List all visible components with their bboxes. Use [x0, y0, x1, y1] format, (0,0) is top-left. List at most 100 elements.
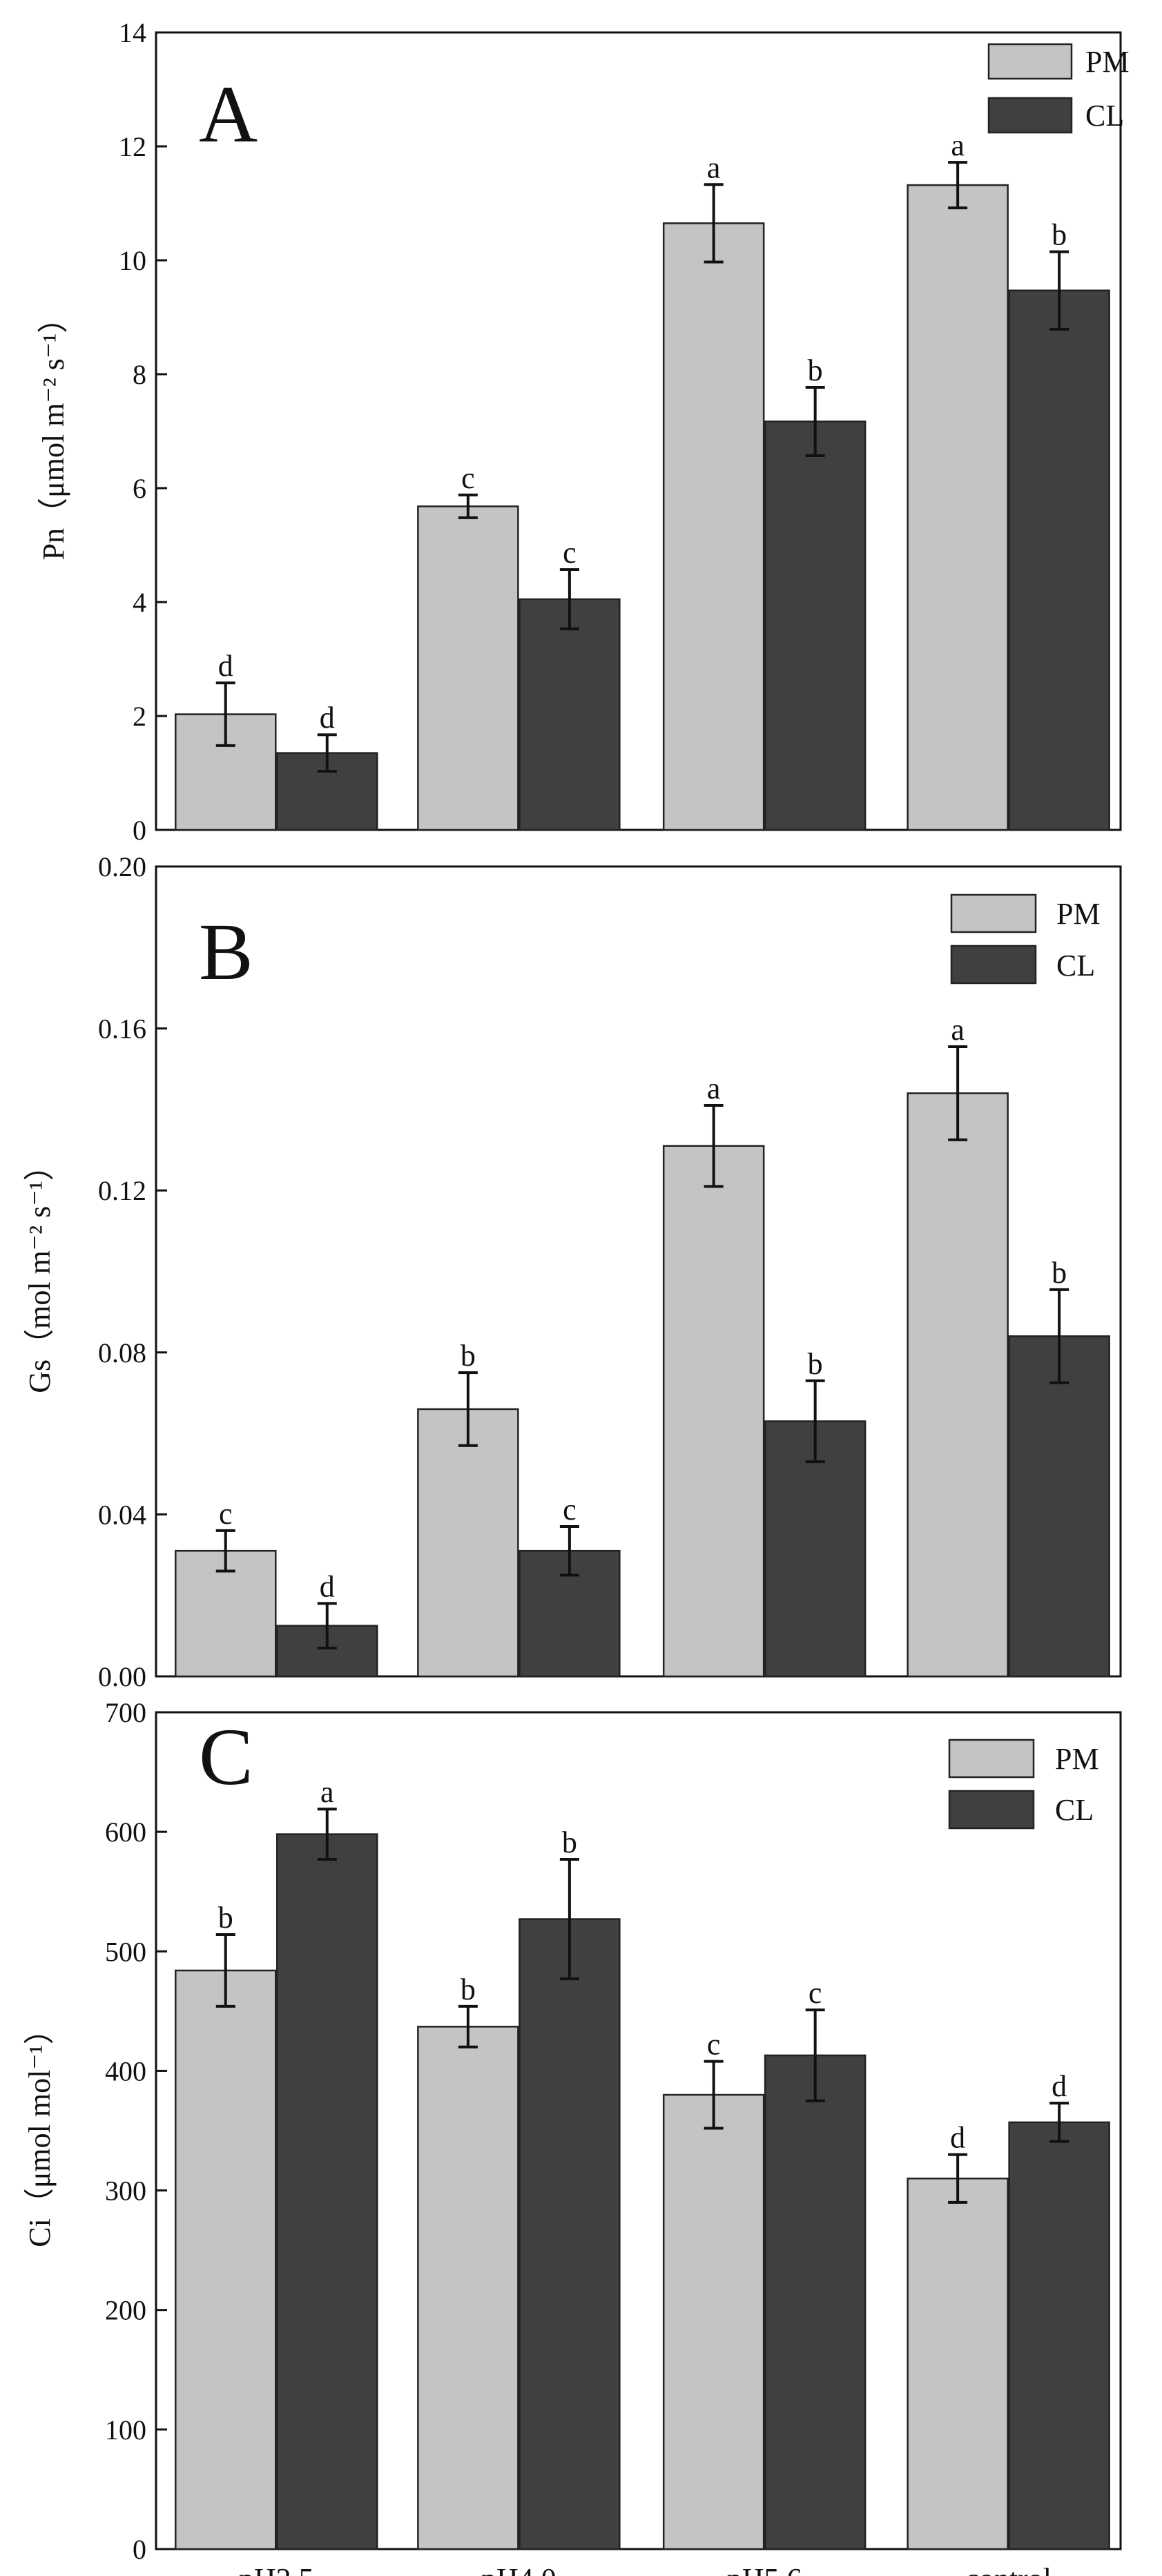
legend-swatch-pm-c — [948, 1739, 1035, 1779]
bar-cl-ph25 — [276, 1833, 378, 2550]
y-axis-ticks-c: 0 100 200 300 400 500 600 700 — [105, 1697, 1010, 2565]
legend-swatch-cl-a — [987, 97, 1073, 134]
legend-swatch-cl-c — [948, 1790, 1035, 1830]
y-tick-label: 8 — [133, 359, 146, 390]
y-tick-label: 0 — [133, 815, 146, 846]
significance-letter: c — [808, 1976, 822, 2010]
y-axis-title-b: Gs（mol m⁻² s⁻¹） — [23, 1150, 57, 1393]
y-tick-label: 300 — [105, 2176, 146, 2207]
significance-letter: c — [461, 461, 475, 495]
legend-label-cl-c: CL — [1055, 1793, 1094, 1827]
significance-letter: d — [1052, 2069, 1067, 2103]
x-axis-labels: pH2.5 pH4.0 pH5.6 control — [239, 2562, 1052, 2576]
legend-b: PM CL — [950, 893, 1101, 985]
panel-c: C Ci（μmol mol⁻¹） PM CL 0 100 200 300 400 500 6… — [23, 1697, 1122, 2565]
bars-c: b b c d a b c d — [175, 1775, 1110, 2550]
significance-letter: c — [563, 536, 577, 570]
legend-label-pm-a: PM — [1085, 45, 1130, 79]
y-tick-label: 6 — [133, 473, 146, 504]
plot-frame-a — [155, 31, 1122, 831]
bar-cl-control — [1008, 289, 1110, 831]
bar-cl-ph56 — [764, 420, 866, 831]
plot-frame-b — [155, 865, 1122, 1678]
error-bar — [805, 1379, 825, 1464]
panel-letter-a: A — [199, 69, 258, 159]
bar-cl-ph56 — [764, 2054, 866, 2550]
error-bar — [1049, 2102, 1069, 2143]
error-bar — [317, 1808, 337, 1861]
bar-pm-control — [907, 184, 1009, 831]
panel-b: B Gs（mol m⁻² s⁻¹） PM CL 0.00 0.04 0.08 0.12… — [23, 851, 1122, 1692]
significance-letter: c — [219, 1497, 233, 1531]
y-tick-label: 14 — [119, 17, 146, 48]
significance-letter: b — [562, 1826, 577, 1859]
error-bar — [704, 1104, 724, 1188]
error-bar — [458, 2004, 478, 2049]
bar-cl-ph40 — [519, 598, 621, 831]
y-tick-label: 2 — [133, 701, 146, 732]
significance-letter: b — [1052, 218, 1067, 252]
legend-label-cl-a: CL — [1085, 99, 1124, 133]
error-bar — [458, 493, 478, 519]
panel-a: A Pn（μmol m⁻² s⁻¹） PM CL 0 2 4 6 8 10 12 14 d c a… — [37, 17, 1130, 846]
error-bar — [317, 1602, 337, 1649]
error-bar — [1049, 1288, 1069, 1384]
significance-letter: a — [707, 1072, 721, 1105]
y-tick-label: 12 — [119, 131, 146, 162]
significance-letter: b — [808, 1347, 823, 1381]
panel-letter-c: C — [199, 1712, 253, 1802]
significance-letter: c — [563, 1493, 577, 1527]
y-tick-label: 100 — [105, 2414, 146, 2446]
significance-letter: d — [218, 649, 233, 683]
significance-letter: d — [950, 2121, 965, 2155]
significance-letter: d — [320, 1569, 335, 1603]
bar-pm-ph40 — [417, 505, 519, 831]
panel-letter-b: B — [199, 907, 253, 997]
significance-letter: a — [320, 1775, 334, 1809]
bar-pm-ph56 — [662, 2093, 765, 2550]
bar-pm-control — [907, 2178, 1009, 2550]
error-bar — [805, 385, 825, 457]
y-axis-ticks-a: 0 2 4 6 8 10 12 14 — [119, 17, 1010, 846]
x-tick-label: pH4.0 — [481, 2562, 556, 2576]
legend-label-cl-b: CL — [1056, 949, 1095, 982]
significance-letter: d — [320, 701, 335, 735]
error-bar — [215, 1933, 235, 2008]
legend-a: PM CL — [987, 43, 1130, 134]
significance-letter: a — [951, 128, 965, 162]
significance-letter: b — [218, 1901, 233, 1935]
y-tick-label: 0.20 — [98, 851, 146, 882]
bar-pm-ph25 — [175, 1969, 277, 2550]
error-bar — [215, 681, 235, 747]
y-tick-label: 0 — [133, 2534, 146, 2565]
significance-letter: a — [707, 151, 721, 184]
error-bar — [948, 1045, 968, 1141]
bar-cl-ph56 — [764, 1420, 866, 1678]
y-tick-label: 0.12 — [98, 1175, 146, 1206]
y-tick-label: 0.00 — [98, 1661, 146, 1692]
error-bar — [704, 183, 724, 264]
x-tick-label: pH5.6 — [727, 2562, 802, 2576]
legend-c: PM CL — [948, 1739, 1099, 1830]
significance-letter: b — [808, 354, 823, 387]
error-bar — [559, 1524, 579, 1577]
y-tick-label: 200 — [105, 2295, 146, 2326]
legend-label-pm-b: PM — [1056, 897, 1101, 931]
error-bar — [317, 733, 337, 773]
y-tick-label: 600 — [105, 1817, 146, 1848]
y-tick-label: 0.04 — [98, 1499, 146, 1530]
y-tick-label: 500 — [105, 1936, 146, 1967]
significance-letter: c — [707, 2028, 721, 2062]
bar-pm-control — [907, 1092, 1009, 1678]
y-axis-title-a: Pn（μmol m⁻² s⁻¹） — [37, 303, 70, 561]
y-tick-label: 400 — [105, 2055, 146, 2086]
error-bar — [559, 1857, 579, 1981]
error-bar — [948, 161, 968, 210]
bars-a: d c a a d c b b — [175, 128, 1110, 831]
y-tick-label: 0.08 — [98, 1337, 146, 1368]
significance-letter: a — [951, 1013, 965, 1047]
y-tick-label: 700 — [105, 1697, 146, 1728]
bar-cl-control — [1008, 1335, 1110, 1678]
bar-pm-ph56 — [662, 1145, 765, 1678]
